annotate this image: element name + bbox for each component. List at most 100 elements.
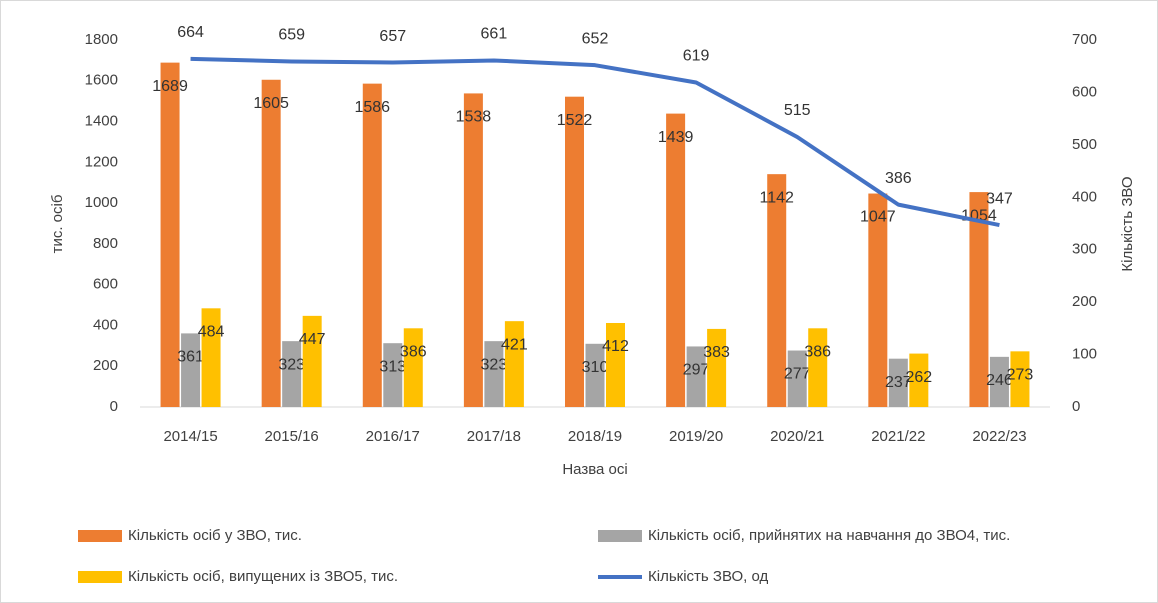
- data-label: 1142: [760, 189, 795, 206]
- data-label: 652: [582, 30, 609, 47]
- legend-label: Кількість осіб, прийнятих на навчання до…: [648, 527, 1010, 544]
- bar: [707, 328, 727, 407]
- data-label: 323: [481, 356, 508, 373]
- data-label: 237: [885, 374, 912, 391]
- bar: [787, 350, 807, 407]
- data-label: 1689: [152, 78, 188, 95]
- data-label: 447: [299, 331, 326, 348]
- data-label: 297: [683, 362, 710, 379]
- x-tick-label: 2015/16: [265, 428, 319, 445]
- bar: [888, 358, 908, 407]
- data-label: 661: [481, 26, 508, 43]
- data-label: 1605: [253, 95, 289, 112]
- y-tick-label: 1600: [85, 72, 118, 89]
- data-label: 484: [198, 324, 225, 341]
- line: [190, 56, 1000, 228]
- bar: [808, 328, 828, 407]
- data-label: 313: [379, 358, 406, 375]
- bar: [909, 353, 929, 407]
- data-label: 386: [804, 344, 831, 361]
- bar: [282, 341, 302, 407]
- data-label: 361: [177, 349, 204, 366]
- bar: [606, 322, 625, 407]
- data-label: 657: [379, 28, 406, 45]
- y-tick-label: 1800: [85, 31, 118, 48]
- x-tick-label: 2019/20: [669, 428, 723, 445]
- legend-label: Кількість осіб, випущених із ЗВО5, тис.: [128, 568, 398, 585]
- data-label: 383: [703, 344, 730, 361]
- x-tick-label: 2014/15: [163, 428, 217, 445]
- x-tick-label: 2017/18: [467, 428, 521, 445]
- data-label: 1586: [354, 99, 390, 116]
- data-label: 1047: [860, 209, 896, 226]
- bar: [181, 333, 201, 407]
- y2-tick-label: 0: [1072, 398, 1080, 415]
- data-label: 310: [582, 359, 609, 376]
- bar: [201, 308, 221, 407]
- data-label: 277: [784, 366, 811, 383]
- bar: [383, 343, 403, 407]
- data-label: 347: [986, 190, 1013, 207]
- legend-label: Кількість ЗВО, од: [648, 568, 768, 585]
- data-label: 246: [986, 372, 1013, 389]
- data-label: 1522: [557, 112, 593, 129]
- bar: [585, 343, 605, 407]
- y2-tick-label: 700: [1072, 31, 1097, 48]
- y2-tick-label: 300: [1072, 241, 1097, 258]
- x-tick-label: 2020/21: [770, 428, 824, 445]
- legend-swatch: [78, 530, 122, 542]
- bar: [463, 93, 483, 408]
- y2-tick-label: 600: [1072, 83, 1097, 100]
- y-tick-label: 400: [93, 316, 118, 333]
- y-tick-label: 0: [110, 398, 118, 415]
- bar: [504, 321, 524, 407]
- data-label: 515: [784, 102, 811, 119]
- bar: [261, 79, 281, 407]
- x-tick-label: 2018/19: [568, 428, 622, 445]
- y2-tick-label: 200: [1072, 293, 1097, 310]
- data-label: 386: [885, 170, 912, 187]
- bar: [666, 113, 686, 408]
- x-axis-label: Назва осі: [562, 461, 627, 478]
- x-tick-label: 2022/23: [972, 428, 1026, 445]
- y-tick-label: 600: [93, 276, 118, 293]
- data-label: 323: [278, 356, 305, 373]
- bar: [160, 62, 180, 408]
- x-tick-label: 2021/22: [871, 428, 925, 445]
- bar: [969, 192, 989, 407]
- data-label: 262: [905, 369, 932, 386]
- y-tick-label: 200: [93, 357, 118, 374]
- data-label: 412: [602, 338, 629, 355]
- legend-swatch: [78, 571, 122, 583]
- x-tick-label: 2016/17: [366, 428, 420, 445]
- bar: [362, 83, 382, 407]
- data-label: 386: [400, 344, 427, 361]
- data-label: 1538: [456, 109, 492, 126]
- bar: [1010, 351, 1030, 407]
- legend-swatch: [598, 530, 642, 542]
- bar: [403, 328, 423, 407]
- bar: [989, 356, 1009, 407]
- data-label: 421: [501, 336, 528, 353]
- y-tick-label: 800: [93, 235, 118, 252]
- y-tick-label: 1000: [85, 194, 118, 211]
- data-label: 1439: [658, 129, 694, 146]
- bar: [868, 193, 888, 407]
- legend-label: Кількість осіб у ЗВО, тис.: [128, 527, 302, 544]
- data-label: 659: [278, 27, 305, 44]
- data-label: 664: [177, 24, 204, 41]
- data-label: 273: [1007, 367, 1034, 384]
- y-axis-label: тис. осіб: [49, 195, 66, 254]
- y2-tick-label: 500: [1072, 136, 1097, 153]
- y-tick-label: 1400: [85, 113, 118, 130]
- y2-tick-label: 400: [1072, 188, 1097, 205]
- bar: [484, 341, 504, 407]
- data-label: 619: [683, 48, 710, 65]
- y2-tick-label: 100: [1072, 346, 1097, 363]
- y2-axis-label: Кількість ЗВО: [1119, 176, 1136, 271]
- bar: [302, 315, 322, 407]
- bar: [686, 346, 706, 407]
- bar: [565, 96, 584, 407]
- bar: [767, 174, 787, 407]
